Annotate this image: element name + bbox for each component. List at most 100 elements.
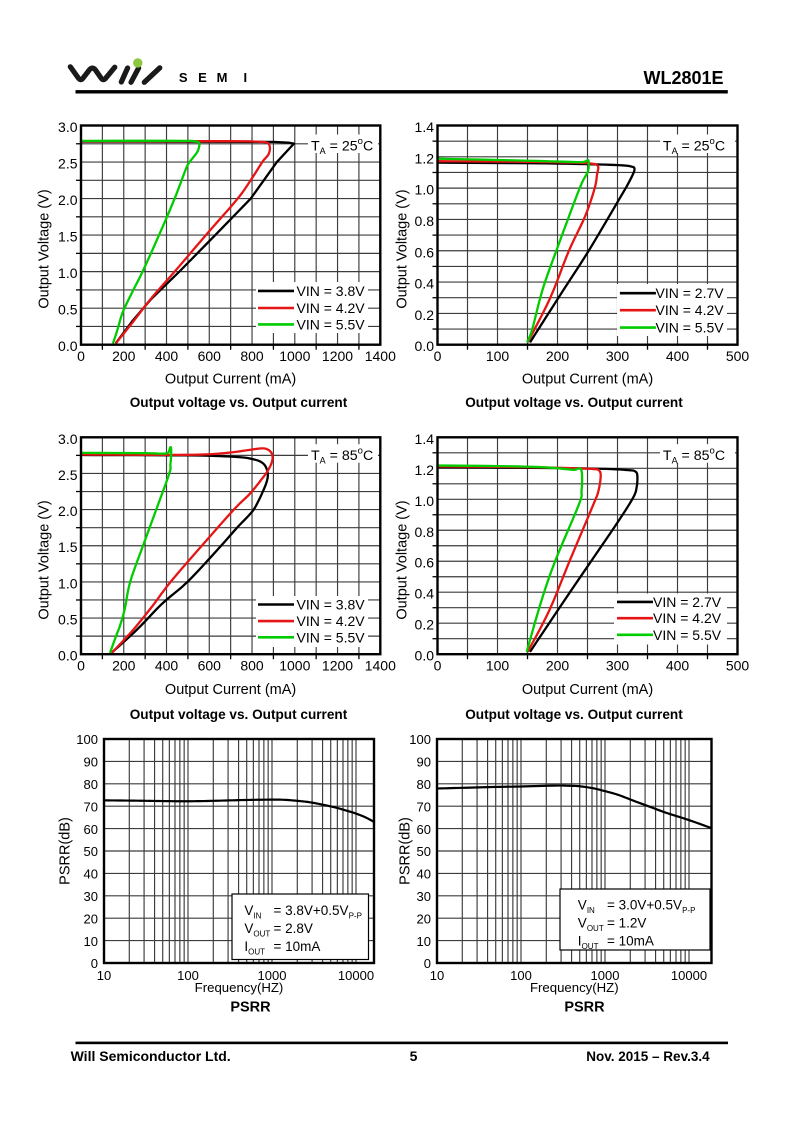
svg-text:20: 20 [84,911,98,926]
svg-text:0.0: 0.0 [58,338,78,354]
svg-text:1.0: 1.0 [58,575,78,591]
svg-text:1200: 1200 [322,348,353,364]
svg-text:VIN = 5.5V: VIN = 5.5V [656,320,725,336]
svg-text:PSRR: PSRR [230,1000,271,1016]
svg-text:500: 500 [726,348,750,364]
svg-text:0.2: 0.2 [415,617,435,633]
svg-text:1000: 1000 [279,348,310,364]
svg-text:VIN = 5.5V: VIN = 5.5V [297,316,366,332]
svg-text:Nov. 2015 – Rev.3.4: Nov. 2015 – Rev.3.4 [586,1049,710,1064]
svg-text:30: 30 [417,889,431,904]
svg-text:70: 70 [417,799,431,814]
svg-text:= 2.8V: = 2.8V [274,921,313,936]
svg-text:1.0: 1.0 [415,182,435,198]
svg-text:300: 300 [606,348,630,364]
svg-text:1400: 1400 [365,348,396,364]
svg-text:0.4: 0.4 [415,276,435,292]
svg-text:VIN = 4.2V: VIN = 4.2V [297,300,366,316]
svg-text:VIN = 3.8V: VIN = 3.8V [297,597,366,613]
svg-text:= 10mA: = 10mA [274,939,321,954]
svg-text:0.4: 0.4 [415,586,435,602]
svg-text:= 1.2V: = 1.2V [607,916,646,931]
svg-text:800: 800 [240,348,264,364]
svg-text:0: 0 [91,956,98,971]
svg-text:300: 300 [606,657,630,673]
svg-text:0.0: 0.0 [415,338,435,354]
svg-text:1.4: 1.4 [415,431,435,447]
svg-text:50: 50 [84,844,98,859]
svg-text:1000: 1000 [591,968,620,983]
svg-text:Output voltage vs. Output curr: Output voltage vs. Output current [130,395,348,410]
svg-text:PSRR: PSRR [564,1000,605,1016]
svg-text:PSRR(dB): PSRR(dB) [397,817,413,885]
svg-text:1.5: 1.5 [58,229,78,245]
svg-text:0.8: 0.8 [415,524,435,540]
svg-text:1400: 1400 [365,657,396,673]
svg-text:Output Current (mA): Output Current (mA) [522,372,653,388]
svg-text:1.0: 1.0 [415,493,435,509]
svg-text:1.2: 1.2 [415,462,435,478]
svg-text:Output Voltage (V): Output Voltage (V) [394,500,410,619]
svg-text:0: 0 [77,348,85,364]
svg-text:VIN = 4.2V: VIN = 4.2V [297,613,366,629]
svg-text:400: 400 [155,348,179,364]
svg-text:VIN = 3.8V: VIN = 3.8V [297,283,366,299]
svg-text:Output voltage vs. Output curr: Output voltage vs. Output current [130,707,348,722]
svg-text:200: 200 [546,657,570,673]
svg-text:2.0: 2.0 [58,192,78,208]
svg-text:WL2801E: WL2801E [643,68,723,88]
svg-text:200: 200 [112,348,136,364]
svg-text:600: 600 [198,657,222,673]
svg-text:1.2: 1.2 [415,150,435,166]
svg-text:VIN = 4.2V: VIN = 4.2V [656,302,725,318]
svg-text:60: 60 [84,822,98,837]
svg-text:Frequency(HZ): Frequency(HZ) [195,980,284,995]
svg-text:60: 60 [417,822,431,837]
svg-text:1000: 1000 [258,968,287,983]
svg-text:0.6: 0.6 [415,244,435,260]
svg-text:3.0: 3.0 [58,431,78,447]
svg-text:= 10mA: = 10mA [607,934,654,949]
svg-text:10: 10 [84,934,98,949]
svg-text:0: 0 [434,348,442,364]
svg-text:600: 600 [198,348,222,364]
svg-text:2.5: 2.5 [58,156,78,172]
svg-text:0.6: 0.6 [415,555,435,571]
svg-text:2.5: 2.5 [58,467,78,483]
svg-text:I: I [243,70,247,85]
svg-text:S: S [179,70,188,85]
svg-text:Output Voltage (V): Output Voltage (V) [394,189,410,308]
svg-text:1000: 1000 [279,657,310,673]
svg-text:80: 80 [84,777,98,792]
svg-text:400: 400 [666,657,690,673]
svg-text:0.0: 0.0 [58,648,78,664]
svg-text:PSRR(dB): PSRR(dB) [58,817,74,885]
svg-text:70: 70 [84,799,98,814]
svg-text:100: 100 [76,732,98,747]
svg-text:TA = 85oC: TA = 85oC [663,446,725,466]
svg-text:1200: 1200 [322,657,353,673]
svg-text:100: 100 [486,657,510,673]
svg-text:50: 50 [417,844,431,859]
svg-text:0.8: 0.8 [415,213,435,229]
svg-text:Output Current (mA): Output Current (mA) [165,372,296,388]
svg-text:800: 800 [240,657,264,673]
svg-text:2.0: 2.0 [58,503,78,519]
svg-text:200: 200 [112,657,136,673]
svg-text:0.0: 0.0 [415,648,435,664]
svg-text:= 3.0V+0.5VP-P: = 3.0V+0.5VP-P [607,898,695,916]
svg-text:Output Current (mA): Output Current (mA) [522,682,653,698]
svg-text:10000: 10000 [338,968,374,983]
svg-text:Output Voltage (V): Output Voltage (V) [37,189,53,308]
svg-text:TA = 25oC: TA = 25oC [663,136,725,156]
svg-text:Output Current (mA): Output Current (mA) [165,682,296,698]
svg-text:5: 5 [410,1048,418,1064]
svg-text:90: 90 [84,755,98,770]
svg-text:VIN = 5.5V: VIN = 5.5V [653,627,722,643]
svg-text:VIN = 4.2V: VIN = 4.2V [653,610,722,626]
svg-text:40: 40 [84,867,98,882]
svg-text:100: 100 [409,732,431,747]
svg-text:VIN = 2.7V: VIN = 2.7V [653,594,722,610]
svg-text:30: 30 [84,889,98,904]
svg-text:200: 200 [546,348,570,364]
